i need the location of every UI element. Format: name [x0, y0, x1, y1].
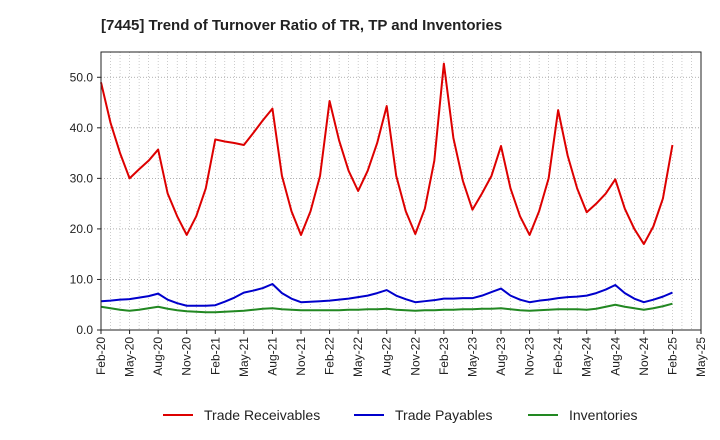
chart-title: [7445] Trend of Turnover Ratio of TR, TP… [101, 17, 502, 34]
y-tick-label: 50.0 [70, 70, 94, 84]
y-tick-label: 20.0 [70, 222, 94, 236]
grid [101, 52, 701, 330]
x-tick-label: May-23 [465, 337, 479, 377]
x-tick-label: May-24 [580, 337, 594, 377]
series-layer [100, 62, 674, 314]
x-tick-label: Aug-23 [494, 337, 508, 376]
x-tick-label: Feb-21 [208, 337, 222, 375]
x-tick-label: Feb-22 [323, 337, 337, 375]
x-axis: Feb-20 May-20 Aug-20 Nov-20 Feb-21 May-21 Aug-… [94, 330, 708, 377]
x-tick-label: Aug-21 [265, 337, 279, 376]
y-tick-label: 30.0 [70, 171, 94, 185]
x-tick-label: Aug-20 [151, 337, 165, 376]
plot-frame [100, 51, 702, 331]
legend-label: Trade Payables [395, 407, 493, 423]
x-tick-label: Aug-24 [608, 337, 622, 376]
y-tick-label: 10.0 [70, 272, 94, 286]
x-tick-label: Feb-24 [551, 337, 565, 375]
x-tick-label: Feb-20 [94, 337, 108, 375]
y-axis: 0.0 10.0 20.0 30.0 40.0 50.0 [70, 70, 101, 337]
series-line-inventories [100, 302, 673, 314]
x-tick-label: May-20 [123, 337, 137, 377]
series-line-trade-payables [100, 283, 673, 307]
y-tick-label: 40.0 [70, 121, 94, 135]
series-line-trade-receivables [100, 62, 674, 246]
x-tick-label: Nov-21 [294, 337, 308, 376]
x-tick-label: Feb-25 [665, 337, 679, 375]
x-tick-label: Nov-22 [408, 337, 422, 376]
x-tick-label: Aug-22 [380, 337, 394, 376]
legend: Trade Receivables Trade Payables Inventori… [163, 407, 637, 423]
x-tick-label: Nov-23 [523, 337, 537, 376]
x-tick-label: Feb-23 [437, 337, 451, 375]
x-tick-label: May-25 [694, 337, 708, 377]
legend-label: Inventories [569, 407, 637, 423]
x-tick-label: May-22 [351, 337, 365, 377]
x-tick-label: May-21 [237, 337, 251, 377]
x-tick-label: Nov-20 [180, 337, 194, 376]
x-tick-label: Nov-24 [637, 337, 651, 376]
y-tick-label: 0.0 [76, 323, 93, 337]
legend-label: Trade Receivables [204, 407, 320, 423]
